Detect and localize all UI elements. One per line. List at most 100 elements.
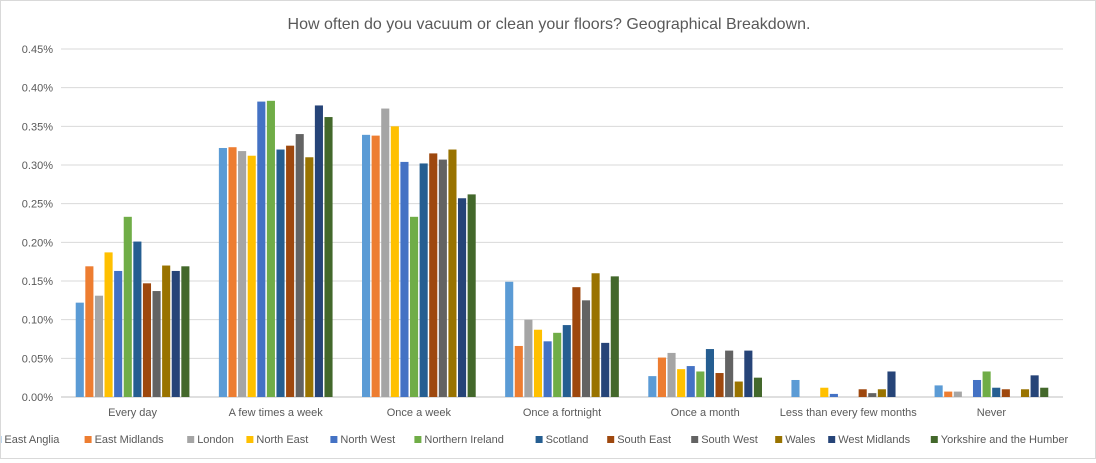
bar <box>410 217 418 397</box>
bar <box>544 341 552 397</box>
y-tick-label: 0.05% <box>22 353 53 365</box>
bar <box>429 153 437 397</box>
legend-item: South East <box>607 434 671 446</box>
legend-swatch <box>246 436 253 443</box>
bar <box>754 378 762 397</box>
legend-label: North West <box>340 434 395 446</box>
bar <box>582 300 590 397</box>
x-tick-label: Less than every few months <box>780 407 917 419</box>
legend-swatch <box>931 436 938 443</box>
bar <box>181 266 189 397</box>
bar <box>983 371 991 397</box>
legend-label: Yorkshire and the Humber <box>941 434 1069 446</box>
bar <box>276 150 284 397</box>
legend-item: North West <box>330 434 395 446</box>
bar <box>248 156 256 397</box>
legend-swatch <box>187 436 194 443</box>
bar <box>572 287 580 397</box>
bars <box>76 101 1049 397</box>
bar <box>439 160 447 397</box>
bar <box>887 371 895 397</box>
bar <box>658 358 666 397</box>
y-tick-label: 0.35% <box>22 121 53 133</box>
legend-item: London <box>187 434 234 446</box>
bar <box>391 126 399 397</box>
bar <box>505 282 513 397</box>
legend-label: South East <box>617 434 671 446</box>
legend-item: East Midlands <box>85 434 165 446</box>
bar <box>820 388 828 397</box>
legend-swatch <box>85 436 92 443</box>
bar <box>468 194 476 397</box>
bar <box>592 273 600 397</box>
bar <box>830 394 838 397</box>
bar <box>992 388 1000 397</box>
bar <box>859 389 867 397</box>
bar <box>76 303 84 397</box>
y-tick-label: 0.30% <box>22 160 53 172</box>
legend-label: Wales <box>785 434 816 446</box>
legend-label: London <box>197 434 234 446</box>
y-tick-label: 0.40% <box>22 83 53 95</box>
legend-swatch <box>414 436 421 443</box>
bar <box>420 163 428 397</box>
legend-item: Yorkshire and the Humber <box>931 434 1069 446</box>
bar <box>267 101 275 397</box>
legend-label: Northern Ireland <box>424 434 504 446</box>
x-tick-label: Every day <box>108 407 157 419</box>
bar <box>696 371 704 397</box>
legend-swatch <box>775 436 782 443</box>
bar <box>725 351 733 397</box>
x-tick-label: Once a month <box>671 407 740 419</box>
y-tick-label: 0.10% <box>22 315 53 327</box>
legend-label: North East <box>256 434 308 446</box>
bar <box>515 346 523 397</box>
bar <box>553 333 561 397</box>
bar <box>944 392 952 397</box>
bar <box>228 147 236 397</box>
legend-label: East Anglia <box>4 434 60 446</box>
bar <box>219 148 227 397</box>
bar <box>667 353 675 397</box>
bar <box>257 102 265 397</box>
x-tick-label: Once a week <box>387 407 452 419</box>
bar <box>935 385 943 397</box>
legend: East Anglia East Midlands London North East… <box>1 434 1069 446</box>
bar <box>315 105 323 397</box>
bar <box>305 157 313 397</box>
bar <box>372 136 380 397</box>
bar <box>611 276 619 397</box>
y-tick-label: 0.25% <box>22 199 53 211</box>
legend-swatch <box>828 436 835 443</box>
legend-label: West Midlands <box>838 434 910 446</box>
bar <box>791 380 799 397</box>
bar <box>362 135 370 397</box>
chart-title: How often do you vacuum or clean your fl… <box>288 16 811 33</box>
x-tick-label: Never <box>977 407 1007 419</box>
gridlines <box>61 49 1063 397</box>
bar <box>124 217 132 397</box>
bar <box>954 392 962 397</box>
bar <box>677 369 685 397</box>
legend-swatch <box>330 436 337 443</box>
bar <box>687 366 695 397</box>
legend-item: West Midlands <box>828 434 910 446</box>
bar <box>85 266 93 397</box>
legend-swatch <box>536 436 543 443</box>
legend-item: East Anglia <box>1 434 60 446</box>
y-tick-label: 0.00% <box>22 392 53 404</box>
bar <box>286 146 294 397</box>
legend-label: South West <box>701 434 758 446</box>
legend-item: Scotland <box>536 434 589 446</box>
legend-swatch <box>607 436 614 443</box>
bar <box>400 162 408 397</box>
legend-swatch <box>691 436 698 443</box>
y-tick-label: 0.20% <box>22 237 53 249</box>
legend-item: South West <box>691 434 758 446</box>
y-tick-label: 0.15% <box>22 276 53 288</box>
bar <box>162 266 170 397</box>
bar <box>324 117 332 397</box>
